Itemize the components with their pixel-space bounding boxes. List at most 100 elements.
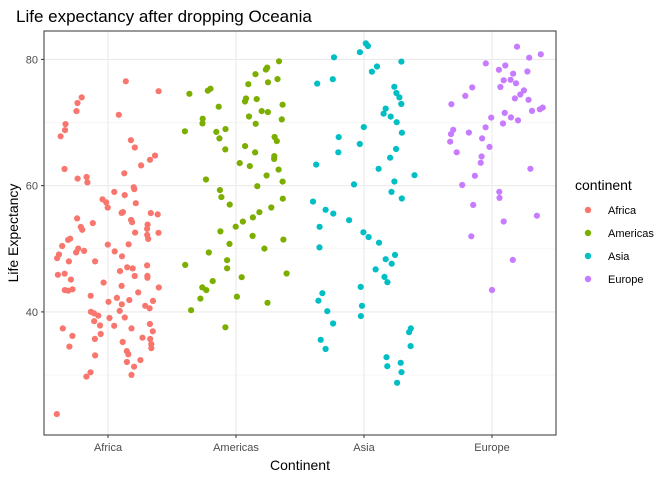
data-point (447, 138, 454, 145)
data-point (465, 129, 472, 136)
data-point (350, 181, 358, 188)
data-point (83, 373, 90, 380)
data-point (388, 260, 395, 267)
data-point (315, 297, 322, 304)
data-point (205, 249, 212, 256)
data-point (238, 274, 245, 281)
y-tick-label: 80 (26, 54, 38, 66)
data-point (74, 99, 81, 107)
data-point (106, 314, 113, 322)
data-point (132, 229, 139, 236)
data-point (131, 272, 138, 280)
data-point (54, 271, 62, 278)
data-point (119, 209, 126, 216)
data-point (130, 184, 137, 191)
data-point (324, 308, 331, 315)
data-point (57, 133, 64, 140)
data-point (209, 278, 216, 285)
data-point (252, 149, 259, 156)
data-point (396, 94, 403, 101)
legend-label: Africa (608, 205, 637, 217)
data-point (275, 166, 282, 173)
data-point (335, 149, 342, 156)
data-point (330, 54, 338, 61)
data-point (61, 287, 68, 294)
data-point (69, 286, 76, 293)
data-point (249, 214, 256, 221)
data-point (121, 192, 128, 199)
data-point (362, 40, 369, 47)
data-point (462, 92, 469, 99)
data-point (245, 81, 252, 88)
data-point (271, 153, 278, 160)
legend-key (584, 206, 592, 214)
data-point (381, 273, 388, 280)
legend-items: Africa Americas Asia Europe (584, 205, 654, 286)
data-point (155, 88, 162, 95)
data-point (488, 286, 496, 294)
data-point (122, 78, 129, 85)
data-point (387, 154, 394, 161)
plot-panel (43, 30, 557, 436)
x-axis-title: Continent (270, 457, 330, 473)
data-point (482, 60, 489, 67)
data-point (100, 279, 107, 286)
data-point (222, 146, 229, 153)
data-point (393, 119, 400, 126)
data-point (69, 332, 76, 339)
data-point (482, 124, 489, 131)
data-point (384, 279, 391, 286)
data-point (383, 354, 390, 361)
legend-label: Americas (608, 228, 654, 240)
data-point (226, 240, 233, 247)
x-tick-label: Africa (94, 442, 123, 454)
data-point (252, 120, 259, 127)
data-point (118, 253, 126, 260)
data-point (73, 108, 80, 115)
data-point (391, 178, 398, 185)
data-point (470, 201, 477, 208)
data-point (233, 293, 240, 300)
data-point (144, 221, 151, 228)
x-tick-label: Americas (213, 442, 259, 454)
data-point (55, 251, 63, 258)
data-point (313, 161, 320, 168)
data-point (89, 220, 96, 227)
y-tick-label: 60 (26, 181, 38, 193)
legend-key (584, 275, 592, 283)
data-point (242, 143, 249, 150)
data-point (393, 89, 400, 97)
data-point (62, 121, 69, 128)
data-point (261, 245, 268, 252)
data-point (137, 357, 144, 364)
data-point (125, 241, 132, 248)
data-point (111, 188, 118, 195)
data-point (128, 216, 135, 224)
data-point (129, 265, 136, 272)
data-point (264, 79, 272, 86)
data-point (279, 195, 286, 202)
x-tick-label: Europe (474, 442, 509, 454)
data-point (188, 307, 195, 314)
data-point (216, 187, 223, 194)
data-point (65, 258, 72, 265)
data-point (128, 325, 135, 332)
data-point (335, 134, 342, 141)
data-point (357, 283, 364, 290)
data-point (126, 297, 133, 304)
data-point (539, 104, 546, 111)
data-point (242, 95, 250, 102)
data-point (375, 165, 382, 172)
data-point (275, 58, 283, 65)
data-point (513, 43, 521, 50)
data-point (384, 363, 391, 370)
data-point (263, 172, 270, 179)
data-point (218, 194, 225, 201)
data-point (317, 336, 324, 343)
data-point (387, 113, 394, 120)
data-point (118, 282, 125, 289)
data-point (222, 126, 229, 133)
data-point (186, 90, 193, 97)
data-point (398, 129, 405, 136)
data-point (91, 335, 98, 342)
